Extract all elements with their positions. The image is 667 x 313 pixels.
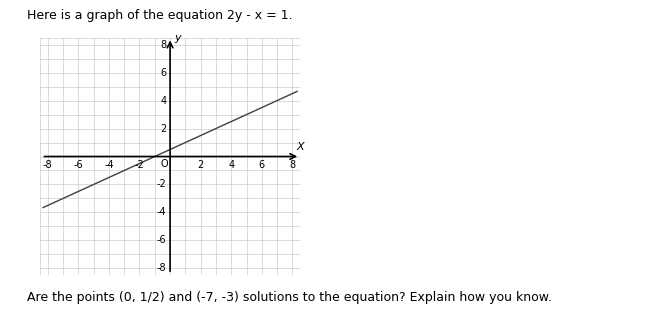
Text: 8: 8 [289,160,295,170]
Text: -8: -8 [157,264,166,274]
Text: 6: 6 [160,68,166,78]
Text: Here is a graph of the equation 2y - x = 1.: Here is a graph of the equation 2y - x =… [27,9,292,23]
Text: -2: -2 [135,160,144,170]
Text: 4: 4 [228,160,234,170]
Text: Are the points (0, 1/2) and (-7, -3) solutions to the equation? Explain how you : Are the points (0, 1/2) and (-7, -3) sol… [27,290,552,304]
Text: X: X [296,141,304,151]
Text: -6: -6 [73,160,83,170]
Text: y: y [174,33,181,43]
Text: -6: -6 [157,235,166,245]
Text: 4: 4 [160,95,166,105]
Text: -4: -4 [104,160,113,170]
Text: 6: 6 [259,160,265,170]
Text: 2: 2 [197,160,204,170]
Text: -2: -2 [157,179,166,189]
Text: 2: 2 [160,124,166,134]
Text: 8: 8 [160,39,166,49]
Text: O: O [160,159,168,169]
Text: -4: -4 [157,208,166,218]
Text: -8: -8 [43,160,53,170]
